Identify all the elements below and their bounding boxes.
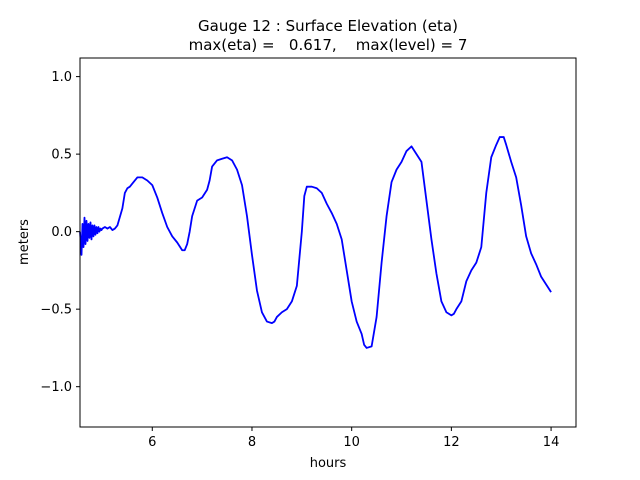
chart-title: Gauge 12 : Surface Elevation (eta): [198, 17, 458, 35]
x-axis-ticks: 6 8 10 12 14: [148, 427, 559, 450]
y-tick-label: −1.0: [40, 380, 72, 395]
x-tick-label: 14: [543, 435, 560, 450]
y-axis-ticks: −1.0 −0.5 0.0 0.5 1.0: [40, 70, 80, 395]
y-axis-label: meters: [17, 219, 32, 265]
x-tick-label: 6: [148, 435, 156, 450]
y-tick-label: 0.5: [51, 148, 72, 163]
y-tick-label: −0.5: [40, 303, 72, 318]
y-tick-label: 1.0: [51, 70, 72, 85]
plot-area: [80, 58, 576, 427]
x-tick-label: 10: [343, 435, 360, 450]
plot-frame: [79, 57, 577, 428]
series-line-0: [79, 136, 552, 349]
x-axis-label: hours: [310, 456, 347, 471]
chart-subtitle: max(eta) = 0.617, max(level) = 7: [189, 36, 468, 54]
y-tick-label: 0.0: [51, 225, 72, 240]
x-tick-label: 12: [443, 435, 460, 450]
x-tick-label: 8: [248, 435, 256, 450]
series-layer: [79, 136, 552, 349]
